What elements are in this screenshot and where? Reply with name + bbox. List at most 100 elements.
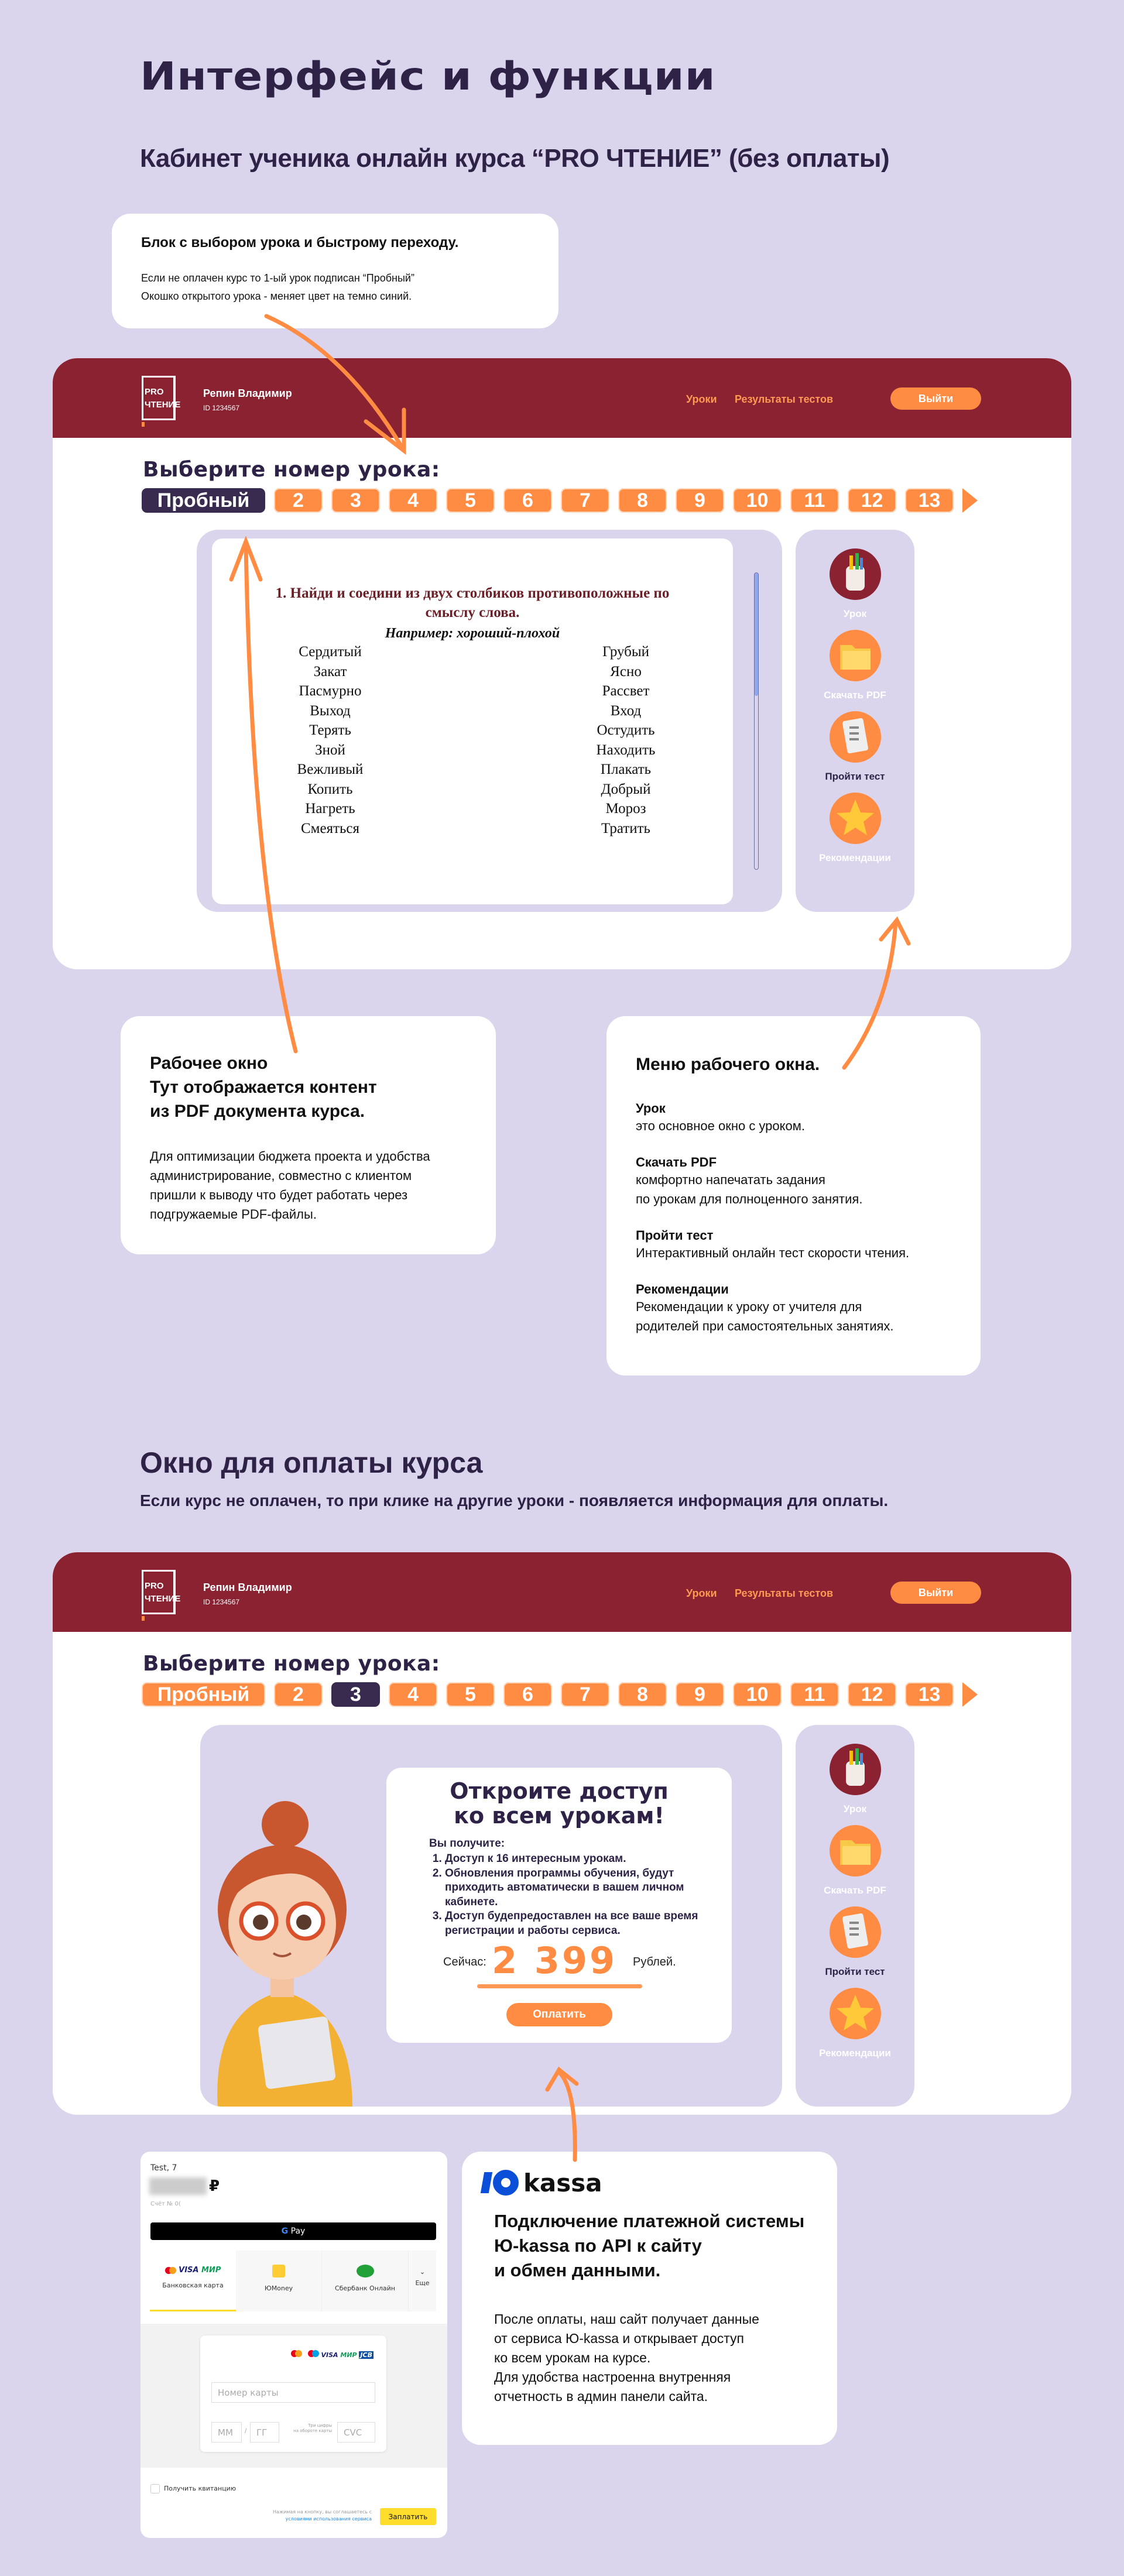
cvc-input[interactable]: CVC xyxy=(337,2422,375,2443)
lesson-button-2[interactable]: 2 xyxy=(274,488,323,513)
payment-window: PRO ЧТЕНИЕ Репин Владимир ID 1234567 Урок… xyxy=(53,1552,1071,2115)
menu-item-take-test[interactable]: Пройти тест xyxy=(796,1906,914,1978)
menu-item-recommendations[interactable]: Рекомендации xyxy=(796,1988,914,2059)
menu-item-label: Рекомендации xyxy=(819,2047,891,2059)
menu-description: Пройти тест Интерактивный онлайн тест ско… xyxy=(636,1228,981,1263)
nav-test-results[interactable]: Результаты тестов xyxy=(735,1587,834,1599)
lesson-button-11[interactable]: 11 xyxy=(790,1682,839,1707)
header: PRO ЧТЕНИЕ Репин Владимир ID 1234567 Урок… xyxy=(53,1552,1071,1632)
logout-button[interactable]: Выйти xyxy=(890,387,981,410)
nav-lessons[interactable]: Уроки xyxy=(686,1587,717,1599)
terms-link[interactable]: условиями использования сервиса xyxy=(285,2516,372,2522)
submit-payment-button[interactable]: Заплатить xyxy=(380,2508,436,2525)
pdf-word: Копить xyxy=(307,781,353,797)
receipt-checkbox[interactable] xyxy=(150,2484,160,2493)
pdf-viewer: 1. Найди и соедини из двух столбиков про… xyxy=(212,538,733,904)
paywall-title: ко всем урокам! xyxy=(454,1803,664,1829)
pdf-word: Вход xyxy=(610,702,642,719)
tab-bank-card[interactable]: VISA МИР Банковская карта xyxy=(150,2251,236,2311)
lesson-button-5[interactable]: 5 xyxy=(446,1682,495,1707)
menu-item-lesson[interactable]: Урок xyxy=(796,1744,914,1815)
lesson-button-9[interactable]: 9 xyxy=(676,1682,724,1707)
lesson-button-10[interactable]: 10 xyxy=(733,1682,782,1707)
logo[interactable]: PRO ЧТЕНИЕ xyxy=(142,376,180,427)
lesson-button-6[interactable]: 6 xyxy=(503,1682,552,1707)
lesson-button-9[interactable]: 9 xyxy=(676,488,724,513)
lesson-button-4[interactable]: 4 xyxy=(389,488,437,513)
lesson-button-6[interactable]: 6 xyxy=(503,488,552,513)
google-pay-button[interactable]: G Pay xyxy=(150,2222,436,2240)
tab-sberbank[interactable]: Сбербанк Онлайн xyxy=(321,2251,408,2311)
lesson-button-11[interactable]: 11 xyxy=(790,488,839,513)
lesson-button-trial[interactable]: Пробный xyxy=(142,1682,265,1707)
user-name: Репин Владимир xyxy=(203,387,292,399)
scrollbar-thumb[interactable] xyxy=(755,573,758,696)
pencil-cup-icon xyxy=(829,548,881,600)
callout-title: Блок с выбором урока и быстрому переходу… xyxy=(141,235,459,251)
folder-icon xyxy=(829,1825,881,1877)
callout-text: подгружаемые PDF-файлы. xyxy=(150,1207,317,1222)
chevron-down-icon: ⌄ xyxy=(419,2268,426,2276)
pay-button[interactable]: Оплатить xyxy=(506,2003,612,2026)
lesson-button-7[interactable]: 7 xyxy=(561,488,609,513)
benefit-item: Доступ к 16 интересным урокам. xyxy=(445,1852,714,1867)
logout-button[interactable]: Выйти xyxy=(890,1582,981,1604)
next-lessons-arrow-icon[interactable] xyxy=(962,488,978,513)
lesson-button-13[interactable]: 13 xyxy=(905,1682,954,1707)
yookassa-logo-mark xyxy=(480,2169,519,2197)
logo[interactable]: PRO ЧТЕНИЕ xyxy=(142,1570,180,1621)
menu-item-lesson[interactable]: Урок xyxy=(796,548,914,620)
tab-yoomoney[interactable]: ЮMoney xyxy=(236,2251,321,2311)
lesson-button-4[interactable]: 4 xyxy=(389,1682,437,1707)
next-lessons-arrow-icon[interactable] xyxy=(962,1682,978,1707)
lesson-button-13[interactable]: 13 xyxy=(905,488,954,513)
lesson-button-trial[interactable]: Пробный xyxy=(142,488,265,513)
yookassa-checkout: Test, 7 ₽ Счёт № 0( G Pay VISA МИР Банко… xyxy=(140,2152,447,2538)
price-underline xyxy=(477,1984,642,1988)
menu-description-title: Пройти тест xyxy=(636,1228,714,1243)
yookassa-title: Ю-kassa по API к сайту xyxy=(494,2235,702,2256)
lesson-button-7[interactable]: 7 xyxy=(561,1682,609,1707)
pdf-word: Терять xyxy=(309,722,351,738)
menu-description-title: Скачать PDF xyxy=(636,1155,717,1169)
menu-description-title: Рекомендации xyxy=(636,1282,729,1296)
lesson-button-12[interactable]: 12 xyxy=(848,488,896,513)
pdf-word: Грубый xyxy=(602,644,650,660)
expiry-year-input[interactable]: ГГ xyxy=(250,2422,279,2443)
folder-icon xyxy=(829,630,881,681)
pdf-word: Нагреть xyxy=(305,801,355,817)
callout-title: из PDF документа курса. xyxy=(150,1102,365,1121)
lesson-button-12[interactable]: 12 xyxy=(848,1682,896,1707)
callout-lesson-picker: Блок с выбором урока и быстрому переходу… xyxy=(112,214,558,328)
expiry-month-input[interactable]: ММ xyxy=(211,2422,242,2443)
lesson-button-8[interactable]: 8 xyxy=(618,1682,667,1707)
menu-item-recommendations[interactable]: Рекомендации xyxy=(796,793,914,864)
page-subtitle: Кабинет ученика онлайн курса “PRO ЧТЕНИЕ… xyxy=(140,144,890,173)
nav-lessons[interactable]: Уроки xyxy=(686,393,717,405)
tab-more[interactable]: ⌄ Еще xyxy=(408,2251,436,2311)
now-label: Сейчас: xyxy=(443,1956,486,1968)
pdf-word: Добрый xyxy=(601,781,651,797)
test-sheet-icon xyxy=(829,711,881,763)
yookassa-text: отчетность в админ панели сайта. xyxy=(494,2389,708,2404)
lesson-button-5[interactable]: 5 xyxy=(446,488,495,513)
paywall-title: Откроите доступ xyxy=(450,1778,669,1804)
lesson-button-10[interactable]: 10 xyxy=(733,488,782,513)
pdf-word: Рассвет xyxy=(602,683,650,699)
girl-illustration xyxy=(217,1801,352,2107)
lesson-button-2[interactable]: 2 xyxy=(274,1682,323,1707)
lesson-button-8[interactable]: 8 xyxy=(618,488,667,513)
card-number-input[interactable]: Номер карты xyxy=(211,2382,375,2403)
nav-test-results[interactable]: Результаты тестов xyxy=(735,393,834,405)
menu-item-download-pdf[interactable]: Скачать PDF xyxy=(796,630,914,701)
benefits-list: Доступ к 16 интересным урокам.Обновления… xyxy=(445,1852,714,1938)
work-area: 1. Найди и соедини из двух столбиков про… xyxy=(197,530,782,912)
scrollbar[interactable] xyxy=(754,572,759,870)
lesson-button-3[interactable]: 3 xyxy=(331,488,380,513)
menu-item-label: Пройти тест xyxy=(825,1966,885,1977)
cvc-hint: Три цифры на обороте карты xyxy=(293,2423,332,2433)
menu-item-download-pdf[interactable]: Скачать PDF xyxy=(796,1825,914,1896)
menu-description-title: Урок xyxy=(636,1101,666,1116)
lesson-button-3[interactable]: 3 xyxy=(331,1682,380,1707)
menu-item-take-test[interactable]: Пройти тест xyxy=(796,711,914,783)
